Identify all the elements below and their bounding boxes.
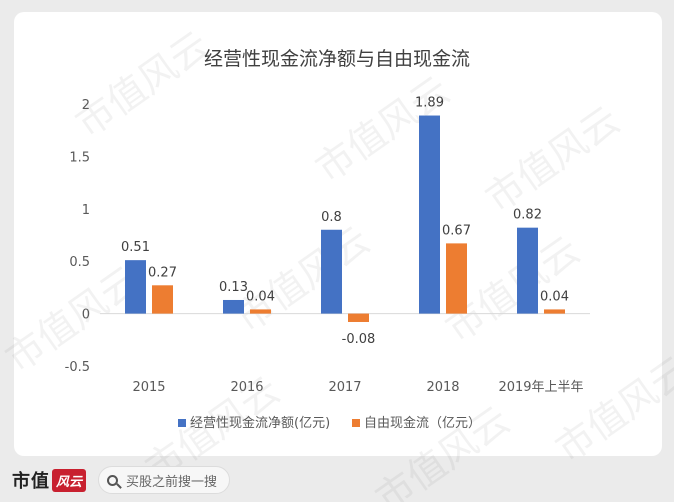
bar-free-cf <box>544 309 565 314</box>
y-tick-label: 2 <box>82 98 90 113</box>
data-label: -0.08 <box>342 332 376 347</box>
x-tick-label: 2016 <box>230 380 263 395</box>
data-label: 0.13 <box>219 280 248 295</box>
watermark-text: 市值风云 <box>478 98 628 221</box>
data-label: 0.04 <box>540 289 569 304</box>
y-tick-label: 0.5 <box>69 255 90 270</box>
legend-swatch <box>352 419 360 427</box>
legend-swatch <box>178 419 186 427</box>
y-tick-label: 1 <box>82 203 90 218</box>
bar-operating-cf <box>419 115 440 314</box>
y-tick-label: 0 <box>82 308 90 323</box>
search-placeholder: 买股之前搜一搜 <box>126 474 218 490</box>
bar-free-cf <box>152 285 173 314</box>
bar-free-cf <box>348 313 369 322</box>
brand-text: 市值 <box>12 471 50 492</box>
footer-bar: 市值 风云 买股之前搜一搜 <box>0 458 674 502</box>
search-box[interactable]: 买股之前搜一搜 <box>98 466 231 494</box>
bar-free-cf <box>446 243 467 314</box>
legend-label: 自由现金流（亿元） <box>364 415 481 431</box>
bar-free-cf <box>250 309 271 314</box>
y-axis: -0.5 0 0.5 1 1.5 2 <box>65 98 90 375</box>
data-label: 0.51 <box>121 240 150 255</box>
legend-label: 经营性现金流净额(亿元) <box>190 415 330 431</box>
watermark-text: 市值风云 <box>548 348 674 471</box>
bar-operating-cf <box>321 229 342 314</box>
data-label: 0.04 <box>246 289 275 304</box>
brand-mark: 风云 <box>52 468 87 492</box>
x-tick-label: 2018 <box>426 380 459 395</box>
search-icon <box>107 474 119 486</box>
y-tick-label: 1.5 <box>69 150 90 165</box>
legend: 经营性现金流净额(亿元) 自由现金流（亿元） <box>178 415 481 431</box>
data-label: 0.82 <box>513 208 542 223</box>
x-tick-label: 2015 <box>132 380 165 395</box>
bar-operating-cf <box>125 260 146 314</box>
bar-operating-cf <box>517 227 538 314</box>
x-tick-label: 2017 <box>328 380 361 395</box>
data-label: 1.89 <box>415 96 444 111</box>
bar-operating-cf <box>223 299 244 314</box>
bars: 0.51 0.13 0.8 1.89 0.82 0.27 0.04 -0.08 0.67 0.04 <box>121 96 569 347</box>
data-label: 0.8 <box>321 210 342 225</box>
brand-logo[interactable]: 市值 风云 <box>12 467 87 493</box>
x-tick-label: 2019年上半年 <box>498 380 583 395</box>
watermark-text: 市值风云 <box>228 218 378 341</box>
watermark-text: 市值风云 <box>68 23 218 146</box>
y-tick-label: -0.5 <box>65 360 90 375</box>
x-axis: 2015 2016 2017 2018 2019年上半年 <box>132 380 583 395</box>
data-label: 0.67 <box>442 223 471 238</box>
data-label: 0.27 <box>148 265 177 280</box>
chart-title: 经营性现金流净额与自由现金流 <box>204 48 470 70</box>
